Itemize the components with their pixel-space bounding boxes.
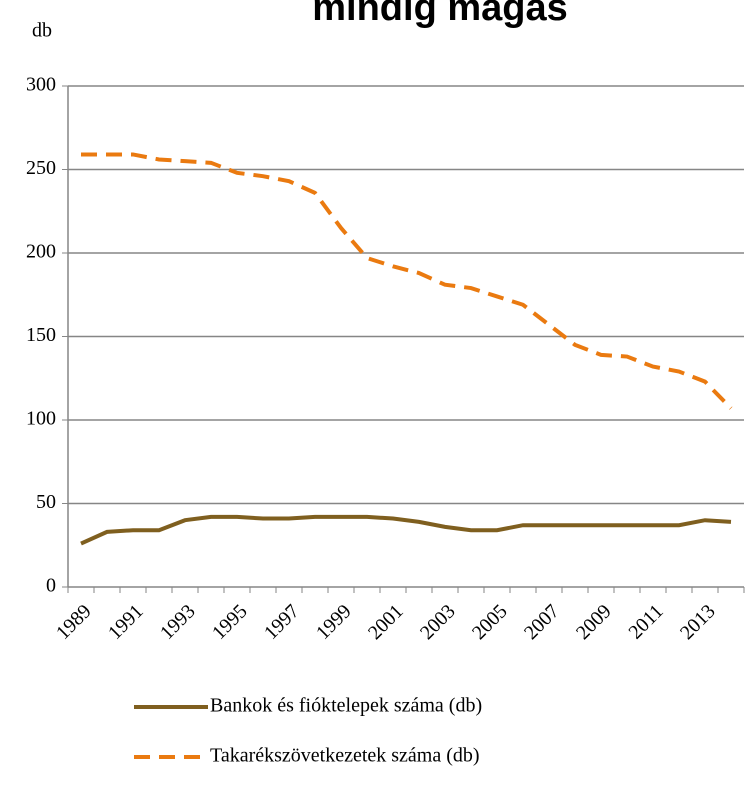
x-tick-label: 1991 bbox=[104, 600, 148, 644]
y-tick-label: 0 bbox=[46, 575, 56, 597]
x-tick-label: 2007 bbox=[520, 600, 564, 644]
x-tick-label: 1995 bbox=[208, 600, 252, 644]
y-tick-label: 250 bbox=[26, 157, 56, 179]
y-tick-label: 150 bbox=[26, 324, 56, 346]
y-tick-label: 200 bbox=[26, 241, 56, 263]
x-tick-label: 1997 bbox=[260, 600, 304, 644]
x-tick-label: 1999 bbox=[312, 600, 356, 644]
x-tick-label: 1993 bbox=[156, 600, 200, 644]
line bbox=[80, 514, 732, 546]
x-tick-label: 2001 bbox=[364, 600, 408, 644]
legend-label: Bankok és fióktelepek száma (db) bbox=[210, 695, 482, 717]
line bbox=[81, 152, 733, 410]
x-tick-label: 2013 bbox=[676, 600, 720, 644]
y-tick-label: 300 bbox=[26, 74, 56, 96]
x-tick-label: 1989 bbox=[52, 600, 96, 644]
x-tick-label: 2011 bbox=[624, 600, 667, 643]
y-axis-label: db bbox=[32, 20, 52, 42]
x-tick-label: 2005 bbox=[468, 600, 512, 644]
legend-label: Takarékszövetkezetek száma (db) bbox=[210, 745, 480, 767]
x-tick-label: 2003 bbox=[416, 600, 460, 644]
chart-title: mindig magas bbox=[312, 0, 568, 29]
x-tick-label: 2009 bbox=[572, 600, 616, 644]
y-tick-label: 100 bbox=[26, 408, 56, 430]
y-tick-label: 50 bbox=[36, 491, 56, 513]
